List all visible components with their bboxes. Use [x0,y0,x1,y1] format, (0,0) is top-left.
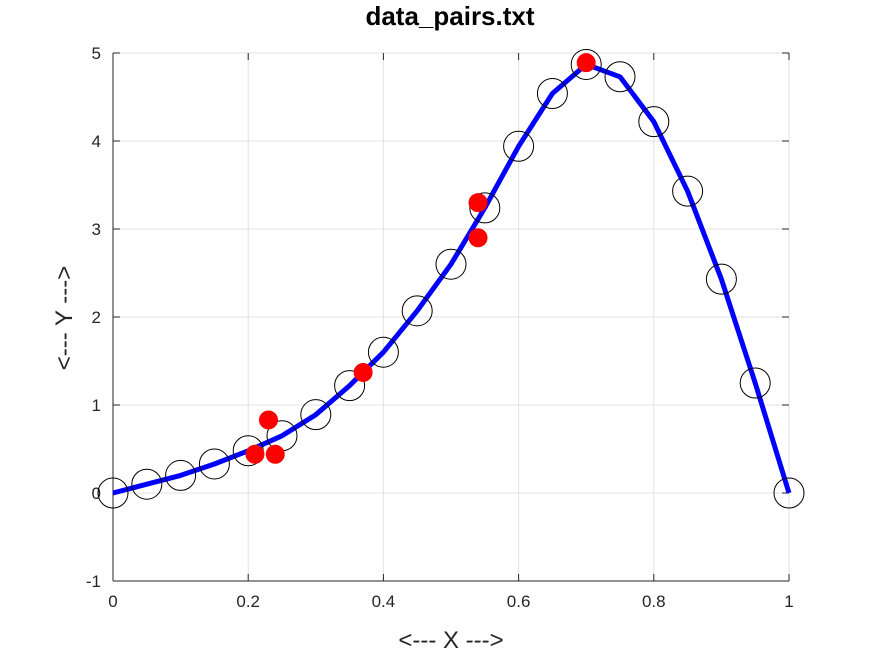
y-tick-label: 2 [92,308,101,327]
filled-marker [468,228,488,248]
open-marker [705,263,737,295]
open-marker [570,48,602,80]
y-tick-label: -1 [86,572,101,591]
chart-title: data_pairs.txt [365,1,534,31]
open-marker [198,448,230,480]
open-marker [97,477,129,509]
open-marker [435,248,467,280]
filled-marker [265,444,285,464]
filled-marker [245,444,265,464]
y-axis-label: <--- Y ---> [51,266,78,370]
series-line [112,61,792,496]
open-markers-group [97,48,805,509]
open-marker [536,77,568,109]
open-marker [604,61,636,93]
open-marker [773,477,805,509]
x-tick-label: 0.2 [236,592,260,611]
x-tick-label: 0 [108,592,117,611]
y-tick-label: 5 [92,44,101,63]
y-tick-label: 4 [92,132,101,151]
y-tick-label: 3 [92,220,101,239]
filled-marker [353,362,373,382]
x-axis-label: <--- X ---> [398,627,503,654]
x-tick-label: 0.8 [642,592,666,611]
open-marker [469,192,501,224]
open-marker [334,370,366,402]
filled-marker [258,410,278,430]
x-tick-label: 0.4 [372,592,396,611]
x-tick-label: 1 [784,592,793,611]
open-marker [672,175,704,207]
open-marker [131,468,163,500]
grid [112,52,790,582]
filled-markers-group [245,53,596,464]
open-marker [739,367,771,399]
open-marker [638,106,670,138]
filled-marker [576,53,596,73]
open-marker [165,459,197,491]
y-tick-label: 0 [92,484,101,503]
y-tick-label: 1 [92,396,101,415]
open-marker [300,399,332,431]
series-line-group [112,61,792,496]
filled-marker [468,193,488,213]
ticks: 0 0.2 0.4 0.6 0.8 1 -1 0 1 2 3 4 5 [86,44,794,611]
open-marker [367,336,399,368]
open-marker [401,295,433,327]
open-marker [503,130,535,162]
x-tick-label: 0.6 [507,592,531,611]
